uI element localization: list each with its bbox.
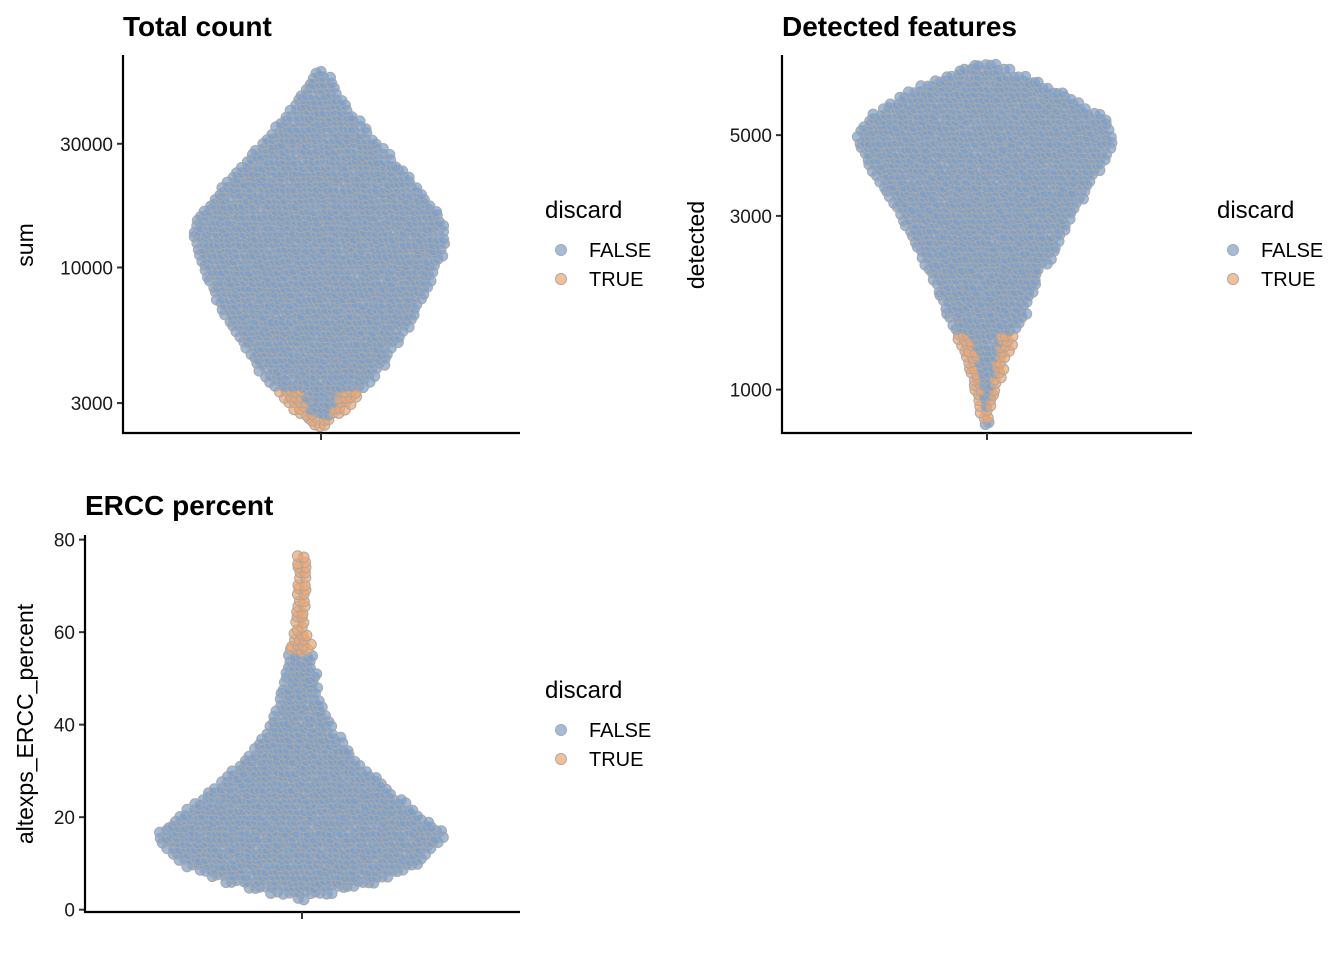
- legend-ercc-percent: discard FALSE TRUE: [545, 677, 651, 771]
- y-tick-label: 3000: [730, 207, 772, 228]
- point-discard-true: [298, 551, 310, 563]
- legend-key-true: [1227, 273, 1239, 285]
- point-discard-false: [1056, 87, 1069, 99]
- legend-label-true: TRUE: [589, 749, 643, 771]
- legend-total-count: discard FALSE TRUE: [545, 197, 651, 291]
- legend-key-false: [555, 244, 567, 256]
- panel-title: ERCC percent: [85, 490, 273, 521]
- point-discard-false: [422, 816, 435, 829]
- point-discard-false: [1032, 76, 1044, 89]
- panel-detected-features: Detected features 1000 3000 5000 detected: [683, 11, 1192, 440]
- point-discard-false: [315, 66, 327, 78]
- legend-label-false: FALSE: [589, 720, 651, 742]
- y-tick-label: 1000: [730, 381, 772, 402]
- y-tick-label: 10000: [60, 259, 113, 280]
- legend-key-true: [555, 273, 567, 285]
- y-tick-label: 40: [54, 716, 75, 737]
- legend-key-false: [1227, 244, 1239, 256]
- legend-label-false: FALSE: [1261, 240, 1323, 262]
- y-axis-label: detected: [683, 201, 709, 289]
- panel-ercc-percent: ERCC percent 0 20 40 60 80 altexps_ERCC_perc…: [12, 490, 520, 922]
- point-discard-false: [1094, 109, 1106, 121]
- panel-total-count: Total count 3000 10000 30000 sum: [12, 11, 520, 440]
- legend-detected-features: discard FALSE TRUE: [1217, 197, 1323, 291]
- legend-key-false: [555, 724, 567, 736]
- y-tick-label: 20: [54, 808, 75, 829]
- y-tick-label: 30000: [60, 135, 113, 156]
- panel-title: Total count: [123, 11, 272, 42]
- y-tick-label: 0: [64, 901, 75, 922]
- point-discard-false: [324, 71, 336, 84]
- y-axis-ticks: 1000 3000 5000: [730, 126, 782, 402]
- violin-points: [851, 58, 1118, 430]
- point-discard-false: [370, 772, 382, 784]
- legend-label-false: FALSE: [589, 240, 651, 262]
- point-discard-false: [1003, 63, 1016, 76]
- point-discard-false: [435, 825, 447, 837]
- legend-title: discard: [1217, 197, 1294, 224]
- panel-title: Detected features: [782, 11, 1017, 42]
- y-axis-label: altexps_ERCC_percent: [12, 603, 38, 844]
- legend-label-true: TRUE: [589, 269, 643, 291]
- y-axis-ticks: 3000 10000 30000: [60, 135, 123, 415]
- y-tick-label: 3000: [71, 394, 113, 415]
- y-axis-label: sum: [12, 223, 38, 266]
- legend-key-true: [555, 753, 567, 765]
- y-axis-ticks: 0 20 40 60 80: [54, 531, 85, 922]
- point-discard-false: [1019, 70, 1032, 83]
- y-tick-label: 5000: [730, 126, 772, 147]
- y-tick-label: 60: [54, 623, 75, 644]
- violin-points: [154, 550, 449, 906]
- legend-title: discard: [545, 197, 622, 224]
- violin-points: [188, 66, 450, 433]
- point-discard-false: [1041, 82, 1054, 95]
- point-discard-false: [990, 58, 1002, 71]
- legend-title: discard: [545, 677, 622, 704]
- legend-label-true: TRUE: [1261, 269, 1315, 291]
- y-tick-label: 80: [54, 531, 75, 552]
- point-discard-false: [395, 794, 407, 806]
